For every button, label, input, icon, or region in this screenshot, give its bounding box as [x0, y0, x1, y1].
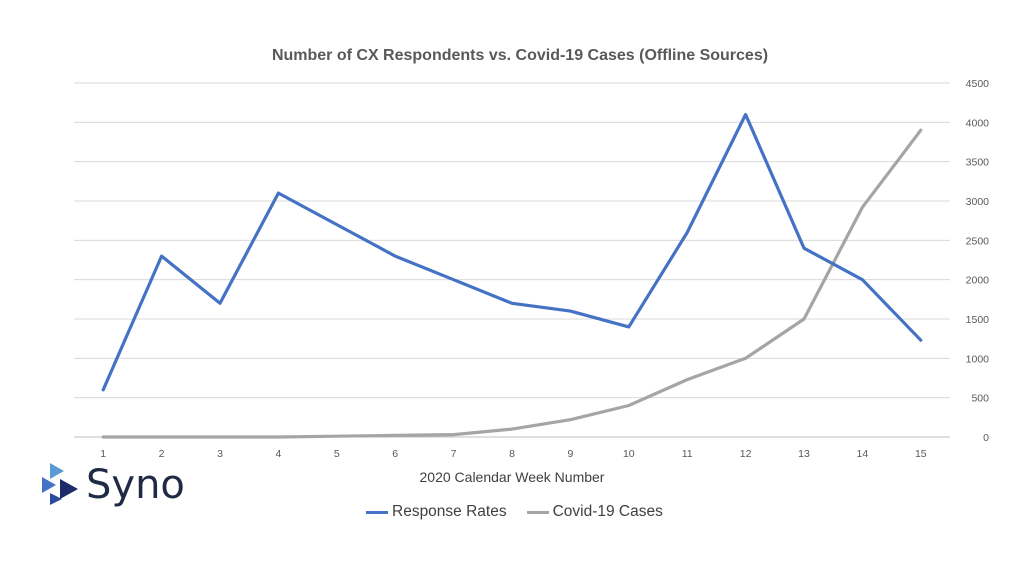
y-tick-labels: 0 500 1000 1500 2000 2500 3000 3500 4000 4500 — [966, 78, 990, 444]
x-tick-label: 2 — [159, 448, 165, 460]
x-tick-label: 6 — [392, 448, 398, 460]
x-tick-label: 1 — [100, 448, 106, 460]
legend-swatch-covid-cases — [526, 510, 549, 514]
x-tick-label: 7 — [451, 448, 457, 460]
legend-swatch-response-rates — [366, 510, 388, 514]
chart-title: Number of CX Respondents vs. Covid-19 Ca… — [271, 47, 769, 64]
legend-item-covid-cases: Covid-19 Cases — [526, 503, 663, 521]
x-axis-title: 2020 Calendar Week Number — [420, 469, 605, 485]
x-tick-label: 3 — [217, 448, 223, 460]
y-tick-label: 3000 — [966, 196, 990, 208]
x-tick-label: 14 — [857, 448, 869, 460]
legend: Response Rates Covid-19 Cases — [366, 503, 683, 521]
y-tick-label: 3500 — [966, 157, 990, 169]
legend-label-response-rates: Response Rates — [392, 503, 507, 520]
legend-item-response-rates: Response Rates — [366, 503, 507, 521]
logo-text: Syno — [86, 462, 185, 508]
x-tick-label: 12 — [740, 448, 752, 460]
x-tick-label: 13 — [798, 448, 810, 460]
y-tick-label: 1500 — [966, 314, 990, 326]
y-tick-label: 4000 — [966, 117, 990, 129]
y-tick-label: 2500 — [966, 235, 990, 247]
x-tick-label: 9 — [567, 448, 573, 460]
series-line-covid-19-cases — [101, 128, 923, 439]
x-tick-label: 5 — [334, 448, 340, 460]
y-tick-label: 500 — [971, 393, 989, 405]
y-tick-label: 2000 — [966, 275, 990, 287]
series-line-response-rates — [101, 112, 923, 392]
y-tick-label: 1000 — [966, 353, 990, 365]
syno-logo: Syno — [42, 462, 185, 508]
x-tick-label: 15 — [915, 448, 927, 460]
gridlines — [74, 82, 950, 438]
syno-logo-icon — [42, 463, 78, 505]
x-tick-label: 10 — [623, 448, 635, 460]
series-lines — [101, 112, 923, 439]
x-tick-label: 11 — [682, 448, 693, 460]
x-tick-label: 4 — [275, 448, 281, 460]
y-tick-label: 4500 — [966, 78, 990, 90]
x-tick-labels: 1 2 3 4 5 6 7 8 9 10 11 12 13 14 15 — [100, 448, 927, 460]
y-tick-label: 0 — [983, 432, 989, 444]
x-tick-label: 8 — [509, 448, 515, 460]
legend-label-covid-cases: Covid-19 Cases — [552, 503, 663, 520]
